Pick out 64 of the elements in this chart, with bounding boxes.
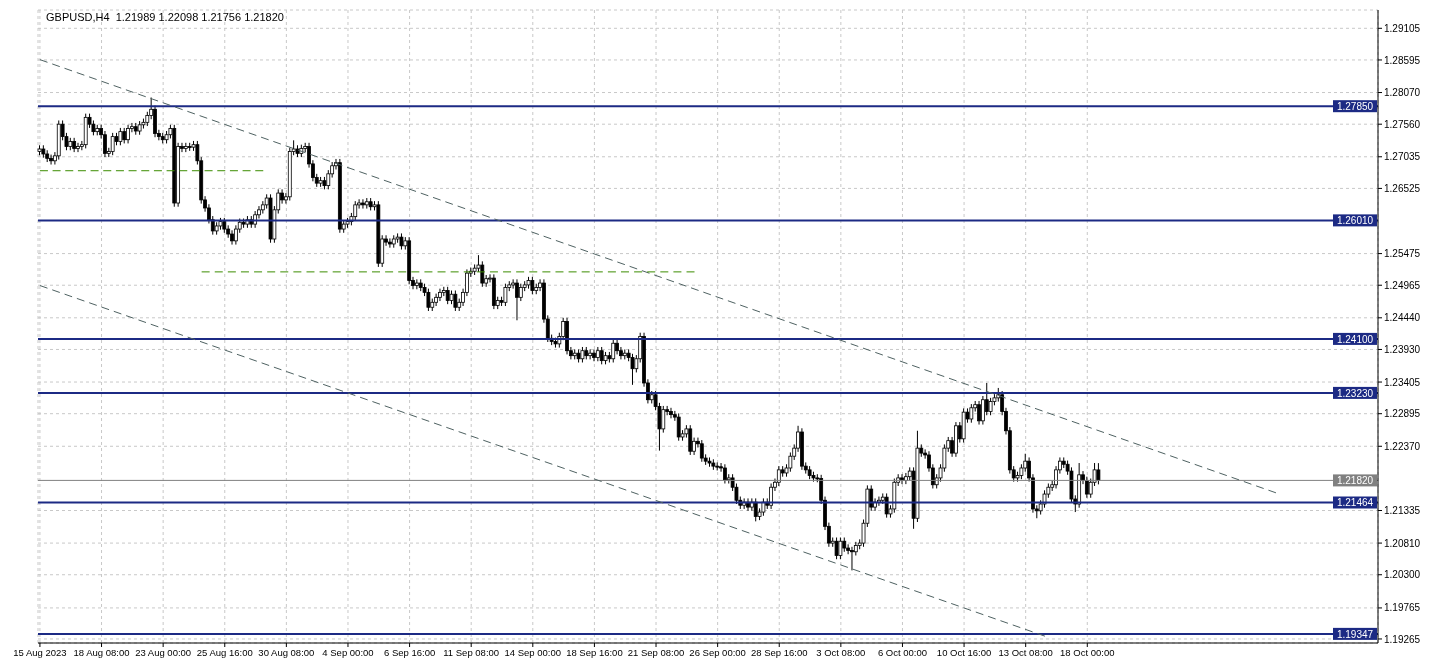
x-tick-label: 6 Oct 00:00	[877, 646, 928, 658]
y-tick-label: 1.23930	[1384, 344, 1421, 356]
x-tick-label: 10 Oct 16:00	[936, 646, 992, 658]
candlestick	[126, 124, 130, 144]
candlestick	[699, 439, 704, 463]
candlestick	[76, 142, 80, 153]
x-tick-label: 14 Sep 00:00	[504, 646, 562, 658]
candlestick	[588, 348, 593, 360]
y-tick-label: 1.28070	[1384, 87, 1421, 99]
candlestick	[388, 237, 392, 249]
candlestick	[900, 473, 904, 485]
y-tick-label: 1.24440	[1384, 312, 1421, 324]
x-tick-label: 25 Aug 16:00	[196, 646, 253, 658]
candlestick	[353, 200, 358, 221]
candlestick	[592, 348, 596, 362]
y-tick-label: 1.20300	[1384, 569, 1421, 581]
candlestick	[515, 278, 519, 321]
x-tick-label: 23 Aug 00:00	[135, 646, 192, 658]
candlestick	[49, 154, 53, 166]
x-tick-label: 15 Aug 2023	[13, 646, 67, 658]
y-tick-label: 1.22370	[1384, 440, 1421, 452]
x-tick-label: 26 Sep 00:00	[689, 646, 746, 658]
y-tick-label: 1.22895	[1384, 408, 1421, 420]
x-tick-label: 4 Sep 00:00	[322, 646, 374, 658]
candlestick	[361, 198, 365, 210]
y-tick-label: 1.21335	[1384, 505, 1421, 517]
y-tick-label: 1.25475	[1384, 248, 1421, 260]
candlestick	[661, 405, 666, 434]
y-tick-label: 1.28595	[1384, 54, 1421, 66]
ref-line-label: 1.23230	[1336, 387, 1374, 399]
y-tick-label: 1.27560	[1384, 118, 1421, 130]
x-tick-label: 18 Sep 16:00	[566, 646, 623, 658]
y-tick-label: 1.26525	[1384, 182, 1421, 194]
ref-line-label: 1.21820	[1336, 475, 1374, 487]
y-tick-label: 1.19765	[1384, 602, 1421, 614]
candlestick	[850, 546, 854, 571]
candlestick	[438, 288, 442, 302]
x-tick-label: 18 Aug 08:00	[73, 646, 130, 658]
y-tick-label: 1.27035	[1384, 151, 1421, 163]
ref-line-label: 1.27850	[1336, 101, 1374, 113]
x-tick-label: 18 Oct 00:00	[1060, 646, 1115, 658]
chart-title: GBPUSD,H4 1.21989 1.22098 1.21756 1.21820	[46, 11, 284, 23]
candlestick	[723, 463, 727, 485]
x-tick-label: 28 Sep 16:00	[750, 646, 808, 658]
x-tick-label: 21 Sep 08:00	[627, 646, 685, 658]
ref-line-label: 1.24100	[1336, 333, 1374, 345]
candlestick	[434, 293, 439, 307]
candlestick	[977, 400, 981, 426]
candlestick	[769, 483, 774, 510]
candlestick	[414, 278, 419, 290]
candlestick	[669, 407, 673, 419]
x-tick-label: 3 Oct 08:00	[816, 646, 866, 658]
x-tick-label: 11 Sep 08:00	[443, 646, 500, 658]
x-tick-label: 6 Sep 16:00	[383, 646, 436, 658]
y-tick-label: 1.20810	[1384, 537, 1421, 549]
y-tick-label: 1.23405	[1384, 376, 1421, 388]
ref-line-label: 1.19347	[1336, 628, 1374, 640]
y-tick-label: 1.29105	[1384, 22, 1421, 34]
ref-line-label: 1.26010	[1336, 215, 1374, 227]
y-tick-label: 1.19265	[1384, 633, 1421, 645]
x-tick-label: 30 Aug 08:00	[258, 646, 315, 658]
y-tick-label: 1.24965	[1384, 279, 1421, 291]
ref-line-label: 1.21464	[1336, 497, 1374, 509]
x-tick-label: 13 Oct 08:00	[998, 646, 1053, 658]
